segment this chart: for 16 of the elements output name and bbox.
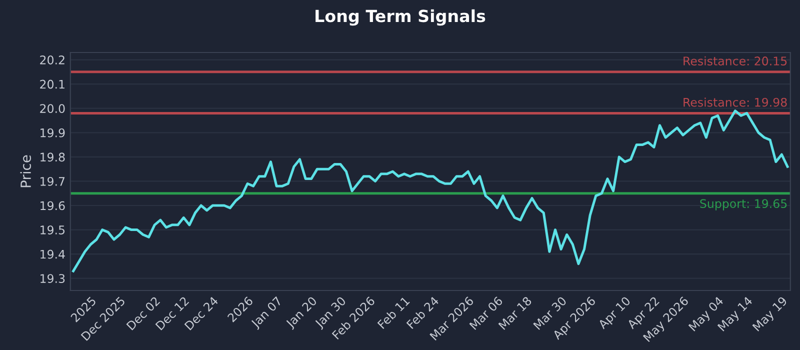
y-tick-label: 20.1 — [40, 80, 64, 89]
y-tick-label: 19.7 — [40, 176, 65, 186]
ref-line-label: Resistance: 19.98 — [684, 98, 787, 107]
y-tick-label: 19.9 — [40, 128, 65, 138]
y-tick-label: 20.2 — [40, 56, 64, 64]
ref-line-label: Resistance: 20.15 — [684, 56, 787, 66]
line-series — [72, 110, 789, 272]
y-axis-title: Price — [20, 155, 32, 188]
y-tick-label: 19.6 — [40, 201, 65, 210]
y-tick-label: 19.5 — [40, 226, 65, 234]
y-tick-label: 20.0 — [40, 104, 65, 114]
y-tick-label: 19.3 — [40, 274, 65, 284]
y-tick-label: 19.4 — [40, 250, 65, 259]
ref-line-label: Support: 19.65 — [700, 199, 787, 210]
y-tick-label: 19.8 — [40, 152, 65, 162]
chart-title: Long Term Signals — [316, 9, 486, 26]
